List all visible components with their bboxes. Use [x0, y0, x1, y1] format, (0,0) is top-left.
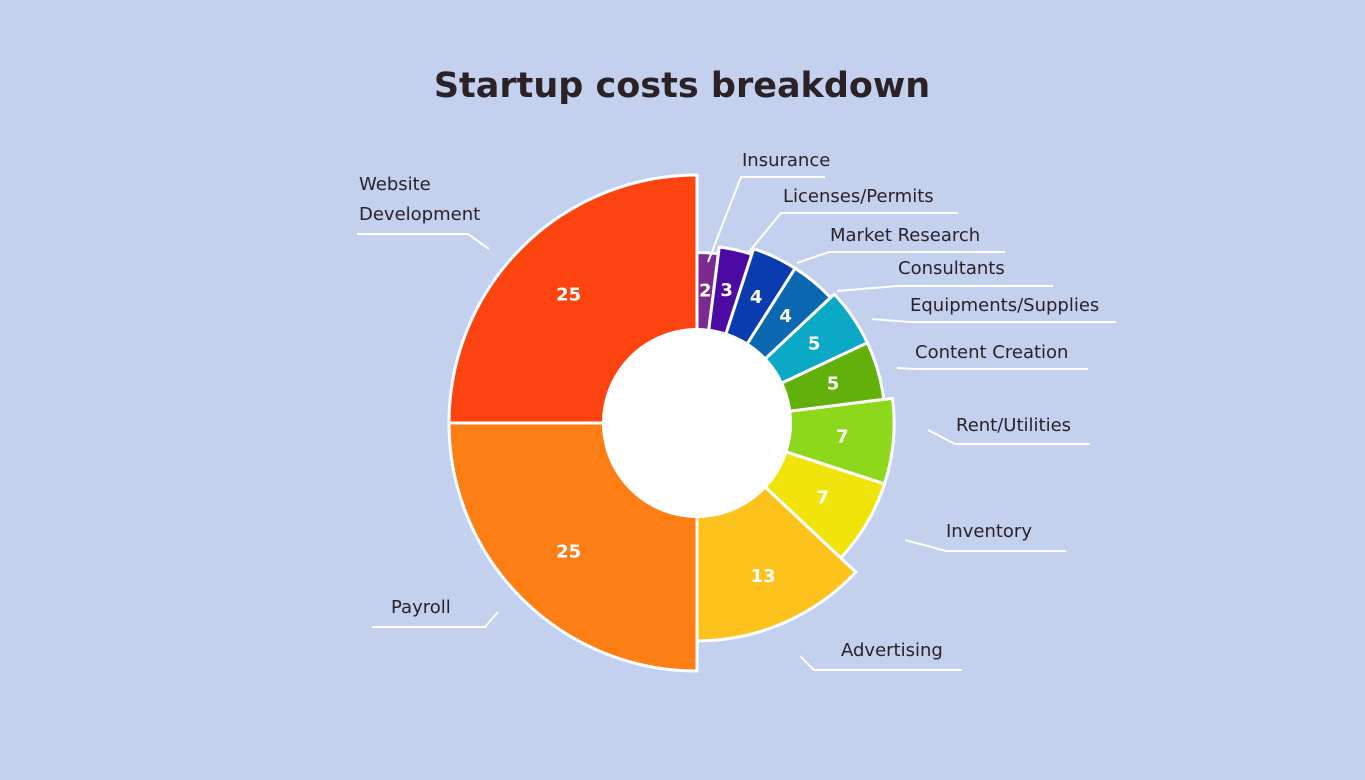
- category-label-rent-utilities: Rent/Utilities: [956, 415, 1071, 436]
- value-label-inventory: 7: [816, 487, 829, 508]
- value-label-equipments-supplies: 5: [808, 333, 821, 354]
- value-label-advertising: 13: [751, 566, 776, 587]
- chart-title: Startup costs breakdown: [434, 66, 930, 106]
- leader-line-market-research: [796, 251, 1005, 264]
- value-label-payroll: 25: [556, 541, 581, 562]
- category-label-website-development: Website Development: [359, 174, 480, 225]
- value-label-licenses-permits: 3: [720, 280, 733, 301]
- category-label-insurance: Insurance: [742, 150, 830, 171]
- category-label-equipments-supplies: Equipments/Supplies: [910, 295, 1099, 316]
- leader-line-equipments-supplies: [871, 318, 1116, 323]
- value-label-insurance: 2: [699, 281, 712, 302]
- leader-line-payroll: [372, 611, 499, 628]
- leader-line-advertising: [799, 655, 962, 671]
- value-label-consultants: 4: [779, 306, 792, 327]
- category-label-consultants: Consultants: [898, 258, 1005, 279]
- leader-lines-group: [357, 176, 1116, 671]
- leader-line-rent-utilities: [927, 429, 1090, 445]
- value-label-content-creation: 5: [827, 374, 840, 395]
- leader-line-insurance: [707, 176, 825, 263]
- leader-line-inventory: [904, 539, 1066, 552]
- value-label-rent-utilities: 7: [836, 427, 849, 448]
- category-label-content-creation: Content Creation: [915, 342, 1068, 363]
- category-label-licenses-permits: Licenses/Permits: [783, 186, 934, 207]
- value-label-website-development: 25: [556, 285, 581, 306]
- leader-line-website-development: [357, 233, 490, 250]
- leader-line-licenses-permits: [747, 212, 958, 254]
- donut-hole: [602, 328, 792, 518]
- category-label-payroll: Payroll: [391, 597, 451, 618]
- value-label-market-research: 4: [750, 287, 763, 308]
- category-labels-group: Insurance Licenses/Permits Market Research…: [359, 150, 1099, 661]
- category-label-market-research: Market Research: [830, 225, 980, 246]
- leader-line-consultants: [836, 285, 1053, 292]
- leader-line-content-creation: [896, 367, 1088, 370]
- category-label-inventory: Inventory: [946, 521, 1032, 542]
- category-label-advertising: Advertising: [841, 640, 943, 661]
